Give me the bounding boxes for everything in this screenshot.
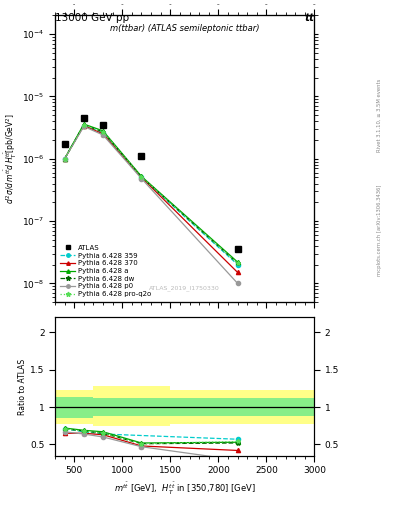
Pythia 6.428 a	[62, 156, 67, 162]
Line: Pythia 6.428 370: Pythia 6.428 370	[62, 123, 240, 274]
ATLAS	[62, 141, 67, 147]
Pythia 6.428 370	[62, 156, 67, 162]
ATLAS	[235, 246, 240, 252]
Pythia 6.428 dw	[235, 260, 240, 266]
Pythia 6.428 359	[101, 130, 105, 136]
Y-axis label: $d^2\sigma$/$d\,m^{t\bar{t}}$$d\,H_T^{t\bar{t}}$[pb/GeV$^2$]: $d^2\sigma$/$d\,m^{t\bar{t}}$$d\,H_T^{t\…	[3, 113, 19, 204]
Pythia 6.428 p0	[235, 280, 240, 286]
Pythia 6.428 p0	[101, 132, 105, 138]
ATLAS	[81, 115, 86, 121]
Pythia 6.428 a	[101, 128, 105, 134]
Pythia 6.428 p0	[81, 123, 86, 130]
Pythia 6.428 pro-q2o	[62, 156, 67, 162]
Pythia 6.428 a	[81, 121, 86, 127]
Line: Pythia 6.428 a: Pythia 6.428 a	[62, 122, 240, 264]
Text: ATLAS_2019_I1750330: ATLAS_2019_I1750330	[149, 285, 220, 291]
Text: 13000 GeV pp: 13000 GeV pp	[55, 13, 129, 23]
Pythia 6.428 370	[81, 122, 86, 129]
Line: Pythia 6.428 359: Pythia 6.428 359	[62, 123, 240, 267]
Pythia 6.428 359	[81, 122, 86, 129]
Pythia 6.428 dw	[101, 129, 105, 135]
Text: m(ttbar) (ATLAS semileptonic ttbar): m(ttbar) (ATLAS semileptonic ttbar)	[110, 24, 259, 33]
ATLAS	[101, 122, 105, 128]
Legend: ATLAS, Pythia 6.428 359, Pythia 6.428 370, Pythia 6.428 a, Pythia 6.428 dw, Pyth: ATLAS, Pythia 6.428 359, Pythia 6.428 37…	[59, 243, 152, 298]
Text: mcplots.cern.ch [arXiv:1306.3436]: mcplots.cern.ch [arXiv:1306.3436]	[377, 185, 382, 276]
Pythia 6.428 pro-q2o	[101, 129, 105, 135]
Pythia 6.428 a	[235, 259, 240, 265]
Pythia 6.428 p0	[62, 156, 67, 162]
Pythia 6.428 dw	[81, 122, 86, 128]
Pythia 6.428 370	[101, 131, 105, 137]
Line: ATLAS: ATLAS	[61, 115, 241, 252]
Text: tt: tt	[305, 13, 314, 23]
Pythia 6.428 p0	[139, 176, 144, 182]
Pythia 6.428 pro-q2o	[139, 174, 144, 180]
Pythia 6.428 pro-q2o	[235, 260, 240, 266]
Pythia 6.428 370	[139, 175, 144, 181]
ATLAS	[139, 153, 144, 159]
Line: Pythia 6.428 p0: Pythia 6.428 p0	[62, 124, 240, 285]
X-axis label: $m^{t\bar{t}}$ [GeV],  $H_T^{t\bar{t}}$ in [350,780] [GeV]: $m^{t\bar{t}}$ [GeV], $H_T^{t\bar{t}}$ i…	[114, 481, 255, 497]
Pythia 6.428 pro-q2o	[81, 122, 86, 128]
Pythia 6.428 370	[235, 269, 240, 275]
Pythia 6.428 359	[139, 175, 144, 181]
Pythia 6.428 dw	[139, 174, 144, 180]
Y-axis label: Ratio to ATLAS: Ratio to ATLAS	[18, 358, 28, 415]
Pythia 6.428 a	[139, 174, 144, 180]
Text: Rivet 3.1.10, ≥ 3.5M events: Rivet 3.1.10, ≥ 3.5M events	[377, 79, 382, 153]
Line: Pythia 6.428 dw: Pythia 6.428 dw	[62, 123, 240, 265]
Pythia 6.428 359	[235, 262, 240, 268]
Pythia 6.428 359	[62, 156, 67, 162]
Pythia 6.428 dw	[62, 156, 67, 162]
Line: Pythia 6.428 pro-q2o: Pythia 6.428 pro-q2o	[62, 123, 240, 265]
